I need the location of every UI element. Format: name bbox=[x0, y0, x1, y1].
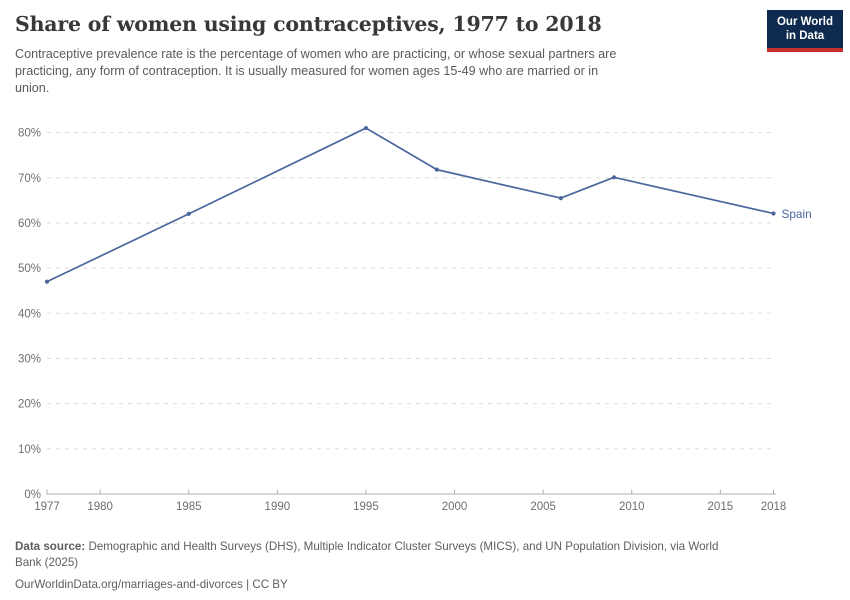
y-axis-tick-label: 0% bbox=[24, 489, 41, 501]
y-axis-tick-label: 50% bbox=[18, 263, 41, 275]
x-axis-tick-label: 1995 bbox=[353, 501, 379, 513]
data-point-1985 bbox=[186, 211, 191, 217]
data-source-line2: Bank (2025) bbox=[15, 556, 79, 569]
x-axis-tick-label: 1980 bbox=[87, 501, 113, 513]
x-axis-tick-label: 2010 bbox=[619, 501, 645, 513]
series-end-label: Spain bbox=[782, 207, 812, 221]
data-point-1995 bbox=[363, 125, 369, 131]
subtitle-line: practicing, any form of contraception. I… bbox=[15, 64, 599, 78]
page-title: Share of women using contraceptives, 197… bbox=[15, 12, 602, 36]
x-axis-tick-label: 2018 bbox=[761, 501, 787, 513]
y-axis-tick-label: 30% bbox=[18, 353, 41, 365]
y-axis-tick-label: 40% bbox=[18, 308, 41, 320]
series-line-spain bbox=[46, 127, 775, 283]
data-point-2018 bbox=[771, 211, 776, 216]
data-source-line: Data source: Demographic and Health Surv… bbox=[15, 539, 835, 555]
x-axis-tick-label: 2000 bbox=[442, 501, 468, 513]
y-axis-tick-label: 20% bbox=[18, 399, 41, 411]
data-point-2006 bbox=[558, 195, 563, 201]
data-point-2009 bbox=[611, 175, 617, 180]
x-axis-tick-label: 1985 bbox=[176, 501, 202, 513]
chart-subtitle: Contraceptive prevalence rate is the per… bbox=[15, 46, 835, 97]
chart-header: Share of women using contraceptives, 197… bbox=[15, 12, 835, 97]
y-axis-tick-label: 80% bbox=[18, 128, 41, 140]
owid-logo: Our World in Data bbox=[767, 10, 843, 52]
footer-note: OurWorldinData.org/marriages-and-divorce… bbox=[15, 578, 288, 591]
x-axis-tick-label: 1977 bbox=[34, 501, 60, 513]
data-source-text: Demographic and Health Surveys (DHS), Mu… bbox=[85, 540, 719, 553]
chart-footer: Data source: Demographic and Health Surv… bbox=[15, 539, 835, 593]
data-point-1977 bbox=[44, 279, 50, 284]
x-axis-tick-label: 1990 bbox=[265, 501, 291, 513]
owid-logo-line1: Our World bbox=[776, 16, 833, 28]
data-point-1999 bbox=[434, 167, 439, 172]
y-axis-tick-label: 60% bbox=[18, 218, 41, 230]
x-axis-tick-label: 2005 bbox=[530, 501, 556, 513]
y-axis-tick-label: 10% bbox=[18, 444, 41, 456]
owid-logo-line2: in Data bbox=[785, 30, 825, 42]
subtitle-line: Contraceptive prevalence rate is the per… bbox=[15, 47, 617, 61]
x-axis-tick-label: 2015 bbox=[708, 501, 734, 513]
y-axis-tick-label: 70% bbox=[18, 173, 41, 185]
subtitle-line: union. bbox=[15, 81, 50, 95]
data-source-label: Data source: bbox=[15, 540, 86, 553]
